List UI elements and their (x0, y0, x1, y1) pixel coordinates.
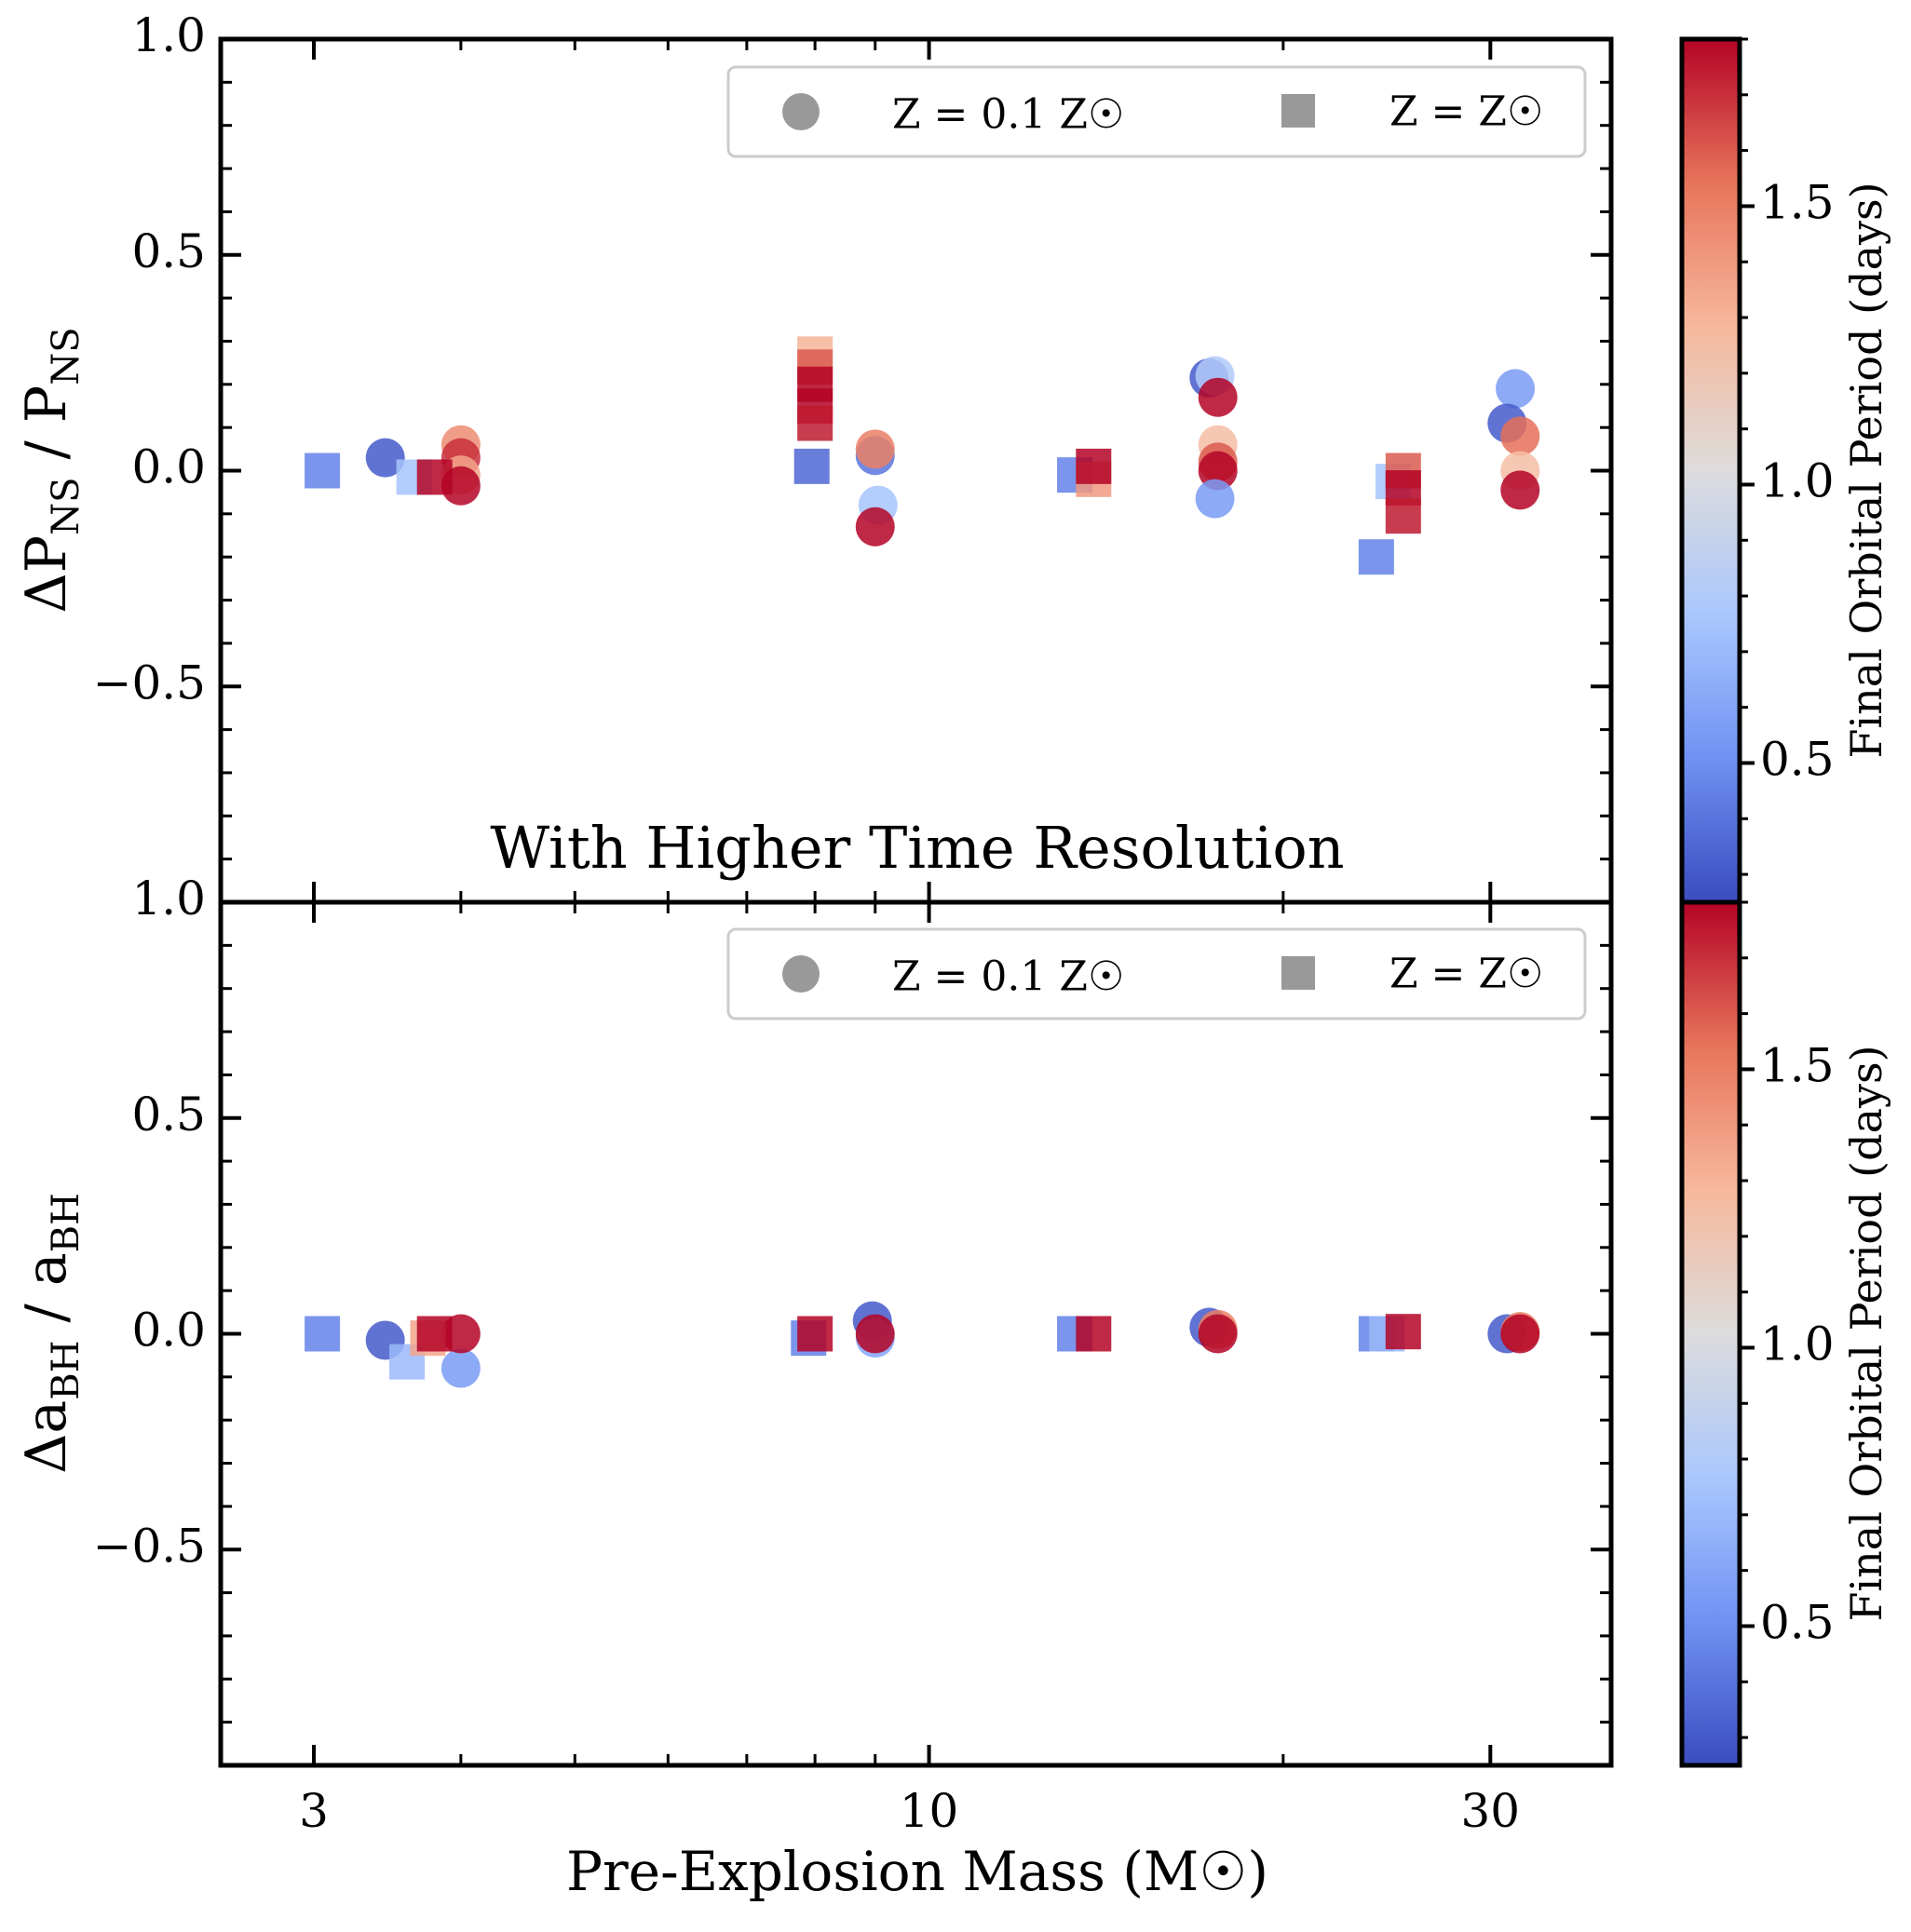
top-ylabel-main2: P (14, 385, 79, 423)
bottom-point-square (1076, 1316, 1112, 1352)
bottom-point-square (1385, 1314, 1421, 1350)
bottom-point-square (797, 1316, 834, 1352)
top-point-square (1385, 498, 1421, 534)
top-ytick-label: 0.5 (131, 224, 206, 278)
top-annotation: With Higher Time Resolution (490, 814, 1344, 882)
bottom-ytick-label: 0.5 (131, 1088, 206, 1142)
top-ytick-label: −0.5 (93, 655, 206, 709)
top-points (305, 336, 1540, 575)
top-ytick-label: 0.0 (131, 440, 206, 494)
top-point-square (797, 405, 834, 441)
bottom-point-square (416, 1316, 453, 1352)
bottom-ylabel-sub2: BH (45, 1193, 88, 1252)
top-point-circle (1500, 470, 1540, 510)
colorbar-top-gradient (1682, 39, 1740, 902)
colorbar-bottom-tick-label: 0.5 (1760, 1595, 1835, 1649)
top-point-square (416, 459, 453, 495)
top-legend-square-marker (1281, 94, 1315, 128)
bottom-point-circle (440, 1348, 481, 1388)
bottom-point-circle (855, 1314, 895, 1354)
top-point-circle (1500, 416, 1540, 456)
top-point-circle (365, 438, 405, 478)
bottom-legend: Z = 0.1 Z☉ Z = Z☉ (726, 927, 1587, 1020)
bottom-ylabel-main: Δa (14, 1400, 79, 1474)
top-point-circle (1195, 479, 1235, 519)
top-ticks: −0.5 0.0 0.5 1.0 (93, 8, 1611, 902)
x-tick-label: 30 (1460, 1784, 1520, 1838)
bottom-plot-frame (218, 899, 1614, 1768)
top-point-square (1076, 448, 1112, 484)
colorbar-top: 0.5 1.0 1.5 Final Orbital Period (days) (1679, 36, 1891, 905)
top-point-square (305, 453, 341, 489)
bottom-ylabel: ΔaBH / aBH (14, 1193, 88, 1474)
top-point-circle (1496, 369, 1536, 409)
top-point-circle (1198, 377, 1238, 417)
bottom-ytick-label: 0.0 (131, 1304, 206, 1358)
top-ylabel-main: ΔP (14, 535, 79, 614)
colorbar-bottom-gradient (1682, 902, 1740, 1765)
bottom-point-circle (1198, 1314, 1238, 1354)
top-legend-box (726, 65, 1587, 158)
x-tick-label: 10 (900, 1784, 959, 1838)
bottom-ylabel-sep: / (14, 1286, 79, 1340)
colorbar-bottom: 0.5 1.0 1.5 Final Orbital Period (days) (1679, 899, 1891, 1768)
colorbar-top-tick-label: 1.0 (1760, 453, 1835, 507)
top-ylabel-sub2: NS (45, 327, 88, 385)
x-axis-label: Pre-Explosion Mass (M☉) (566, 1840, 1268, 1903)
top-point-square (1358, 539, 1394, 575)
colorbar-bottom-tick-label: 1.0 (1760, 1317, 1835, 1371)
colorbar-top-tick-label: 1.5 (1760, 175, 1835, 229)
colorbar-top-label: Final Orbital Period (days) (1841, 182, 1891, 758)
bottom-ytick-label: −0.5 (93, 1519, 206, 1573)
bottom-ylabel-main2: a (14, 1252, 79, 1286)
colorbar-top-tick-label: 0.5 (1760, 732, 1835, 786)
top-point-circle (855, 429, 895, 469)
top-ytick-label: 1.0 (131, 8, 206, 62)
top-panel: −0.5 0.0 0.5 1.0 Z = 0.1 Z☉ Z = Z☉ With Hig… (14, 8, 1614, 905)
top-ylabel-sep: / (14, 423, 79, 477)
top-point-square (793, 448, 830, 484)
top-legend: Z = 0.1 Z☉ Z = Z☉ (726, 65, 1587, 158)
colorbar-bottom-tick-label: 1.5 (1760, 1038, 1835, 1092)
top-point-circle (855, 507, 895, 547)
top-legend-circle-marker (782, 93, 820, 130)
bottom-point-square (305, 1316, 341, 1352)
colorbar-bottom-ticks: 0.5 1.0 1.5 (1740, 900, 1835, 1739)
top-ylabel-sub: NS (45, 478, 88, 535)
bottom-ytick-label: 1.0 (131, 871, 206, 925)
top-legend-square-label: Z = Z☉ (1389, 88, 1543, 136)
colorbar-top-ticks: 0.5 1.0 1.5 (1740, 37, 1835, 876)
bottom-points (305, 1301, 1540, 1388)
top-ylabel: ΔPNS / PNS (14, 327, 88, 613)
bottom-legend-square-label: Z = Z☉ (1389, 951, 1543, 998)
top-legend-circle-label: Z = 0.1 Z☉ (892, 91, 1124, 139)
bottom-panel: −0.50.00.51.03 10 30 Z = 0.1 Z☉ Z = Z☉ ΔaB… (14, 871, 1614, 1903)
bottom-legend-circle-label: Z = 0.1 Z☉ (892, 953, 1124, 1001)
bottom-point-circle (1500, 1314, 1540, 1354)
bottom-ylabel-sub: BH (45, 1341, 88, 1400)
bottom-legend-circle-marker (782, 955, 820, 993)
bottom-legend-square-marker (1281, 956, 1315, 990)
colorbar-bottom-label: Final Orbital Period (days) (1841, 1045, 1891, 1621)
bottom-legend-box (726, 927, 1587, 1020)
x-tick-label: 3 (299, 1784, 329, 1838)
colorbar-bottom-frame (1679, 899, 1742, 1768)
